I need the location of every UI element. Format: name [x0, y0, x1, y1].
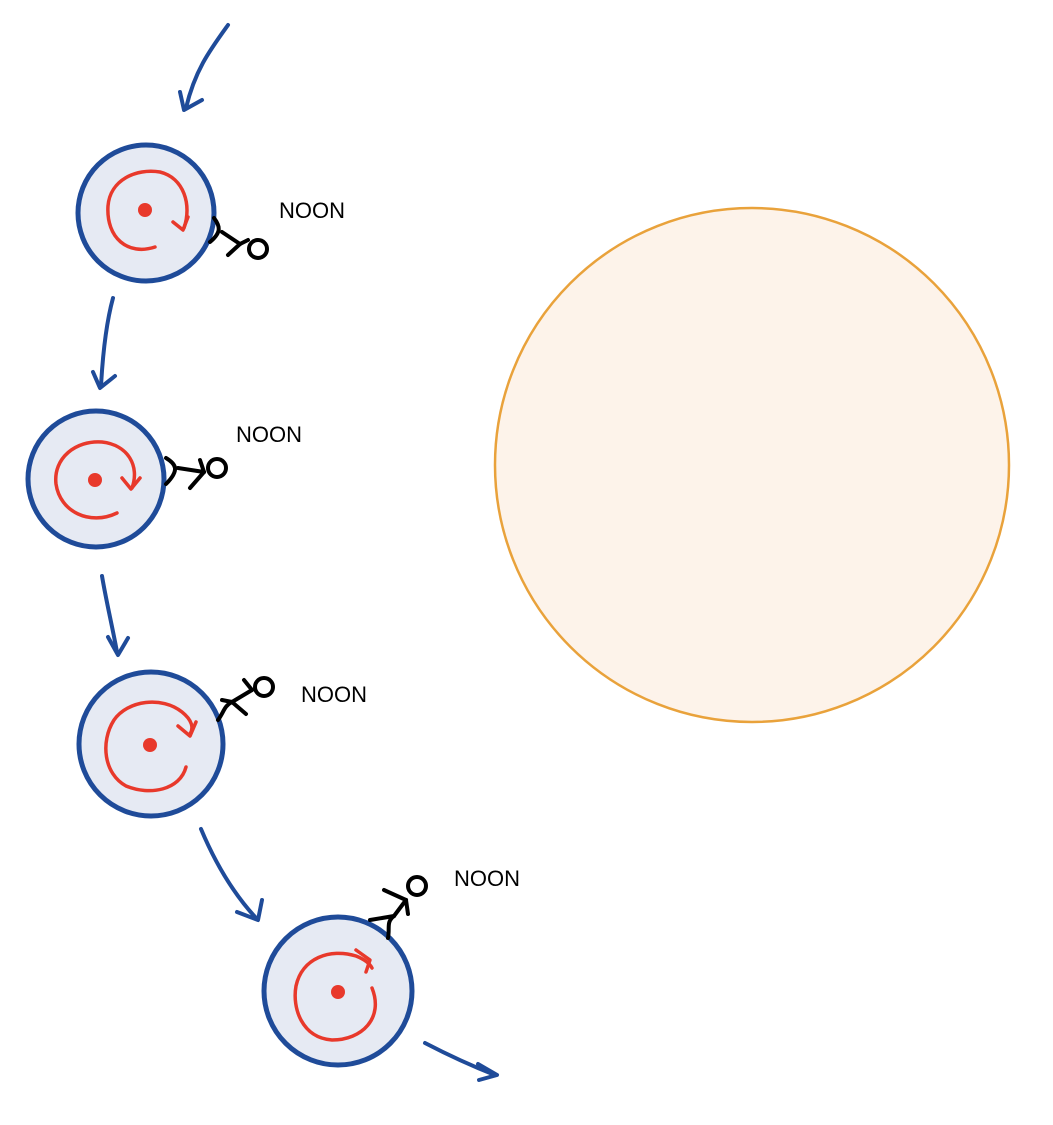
orbit-arrow-3 [100, 574, 130, 657]
rotation-axis-dot [143, 738, 157, 752]
stick-figure-icon [368, 875, 428, 940]
orbit-arrow-2 [91, 296, 117, 390]
orbit-arrow-5 [423, 1041, 499, 1082]
rotation-axis-dot [138, 203, 152, 217]
noon-label: NOON [301, 682, 367, 707]
noon-label: NOON [279, 198, 345, 223]
rotation-axis-dot [88, 473, 102, 487]
stick-figure-icon [216, 676, 275, 722]
rotation-arrow-icon [104, 700, 198, 793]
stick-figure-icon [164, 456, 228, 490]
rotation-axis-dot [331, 985, 345, 999]
orbit-arrows [91, 23, 499, 1082]
earth-position-1: NOON [75, 142, 345, 284]
noon-label: NOON [454, 866, 520, 891]
noon-label: NOON [236, 422, 302, 447]
earth-position-4: NOON [261, 866, 520, 1068]
sun [493, 206, 1011, 724]
orbit-arrow-4 [199, 827, 264, 922]
rotation-arrow-icon [106, 169, 190, 252]
earth-position-2: NOON [25, 408, 302, 550]
orbit-arrow-1 [178, 23, 230, 112]
stick-figure-icon [208, 216, 269, 260]
rotation-arrow-icon [293, 948, 378, 1042]
rotation-arrow-icon [54, 440, 142, 520]
earth-position-3: NOON [76, 669, 367, 819]
